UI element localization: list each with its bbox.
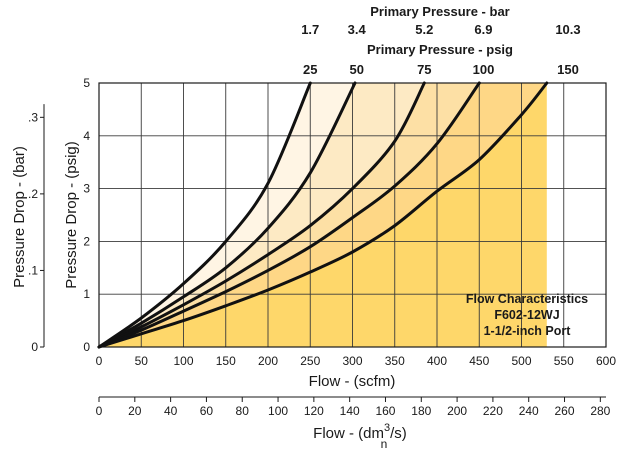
dm3-axis-tick-label: 100 (268, 404, 288, 418)
series-line (97, 81, 549, 349)
top-psig-tick-label: 100 (473, 62, 495, 77)
grid-lines (98, 82, 607, 348)
chart-annotation-line: F602-12WJ (494, 308, 559, 322)
x-tick-label: 200 (258, 354, 278, 368)
plot-frame (98, 82, 607, 348)
y-tick-label: 0 (83, 340, 90, 354)
chart-annotation-line: 1-1/2-inch Port (484, 324, 572, 338)
region-fill (99, 83, 355, 347)
dm3-axis-tick-label: 220 (483, 404, 503, 418)
top-psig-title: Primary Pressure - psig (367, 42, 513, 57)
top-psig-tick-label: 25 (303, 62, 317, 77)
dm3-axis-tick-label: 40 (164, 404, 178, 418)
x-tick-label: 150 (216, 354, 236, 368)
bar-axis-title: Pressure Drop - (bar) (11, 146, 28, 288)
flow-curves (97, 81, 549, 349)
bar-axis-tick-label: .2 (28, 187, 38, 201)
dm3-axis-tick-label: 120 (304, 404, 324, 418)
top-bar-tick-label: 3.4 (348, 22, 367, 37)
dm3-axis-tick-label: 160 (375, 404, 395, 418)
dm3-axis-title: Flow - (dm3/s) (313, 422, 407, 442)
x-tick-label: 400 (427, 354, 447, 368)
dm3-axis-tick-label: 180 (411, 404, 431, 418)
x-axis-title: Flow - (scfm) (309, 373, 396, 390)
x-tick-label: 100 (173, 354, 193, 368)
y-tick-label: 1 (83, 287, 90, 301)
x-tick-label: 500 (511, 354, 531, 368)
dm3-axis-tick-label: 240 (519, 404, 539, 418)
top-psig-tick-label: 150 (557, 62, 579, 77)
x-tick-label: 550 (554, 354, 574, 368)
dm3-axis-tick-label: 140 (340, 404, 360, 418)
top-psig-tick-label: 75 (417, 62, 431, 77)
region-fill (99, 83, 547, 347)
dm3-axis-tick-label: 60 (200, 404, 214, 418)
axes (40, 104, 606, 402)
region-fill (99, 83, 547, 347)
top-bar-title: Primary Pressure - bar (370, 4, 509, 19)
series-line (97, 81, 357, 349)
region-fill (99, 83, 480, 347)
top-bar-tick-label: 6.9 (474, 22, 492, 37)
x-tick-label: 0 (96, 354, 103, 368)
y-tick-label: 3 (83, 182, 90, 196)
x-tick-label: 450 (469, 354, 489, 368)
top-bar-tick-label: 5.2 (415, 22, 433, 37)
axis-labels: 0 50 100 150 200 250 300 350 400 450 500 550 600Flow… (11, 4, 616, 451)
series-line (97, 81, 426, 349)
bar-axis-tick-label: .1 (28, 263, 38, 277)
dm3-axis-tick-label: 20 (128, 404, 142, 418)
top-bar-tick-label: 10.3 (555, 22, 580, 37)
y-tick-label: 2 (83, 234, 90, 248)
dm3-axis-tick-label: 280 (590, 404, 610, 418)
x-tick-label: 300 (342, 354, 362, 368)
chart-annotation-line: Flow Characteristics (466, 292, 588, 306)
bar-axis-tick-label: .3 (28, 110, 38, 124)
y-tick-label: 4 (83, 129, 90, 143)
dm3-axis-tick-label: 0 (96, 404, 103, 418)
x-tick-label: 350 (385, 354, 405, 368)
dm3-axis-subscript: n (381, 437, 388, 451)
dm3-axis-tick-label: 200 (447, 404, 467, 418)
series-line (97, 81, 312, 349)
bar-axis-tick-label: 0 (31, 340, 38, 354)
dm3-axis-tick-label: 260 (555, 404, 575, 418)
region-fills (99, 83, 547, 347)
region-fill (99, 83, 425, 347)
x-tick-label: 600 (596, 354, 616, 368)
x-tick-label: 250 (300, 354, 320, 368)
top-bar-tick-label: 1.7 (301, 22, 319, 37)
x-tick-label: 50 (135, 354, 149, 368)
dm3-axis-tick-label: 80 (236, 404, 250, 418)
y-axis-title: Pressure Drop - (psig) (63, 141, 80, 289)
top-psig-tick-label: 50 (349, 62, 363, 77)
series-line (97, 81, 481, 349)
y-tick-label: 5 (83, 76, 90, 90)
